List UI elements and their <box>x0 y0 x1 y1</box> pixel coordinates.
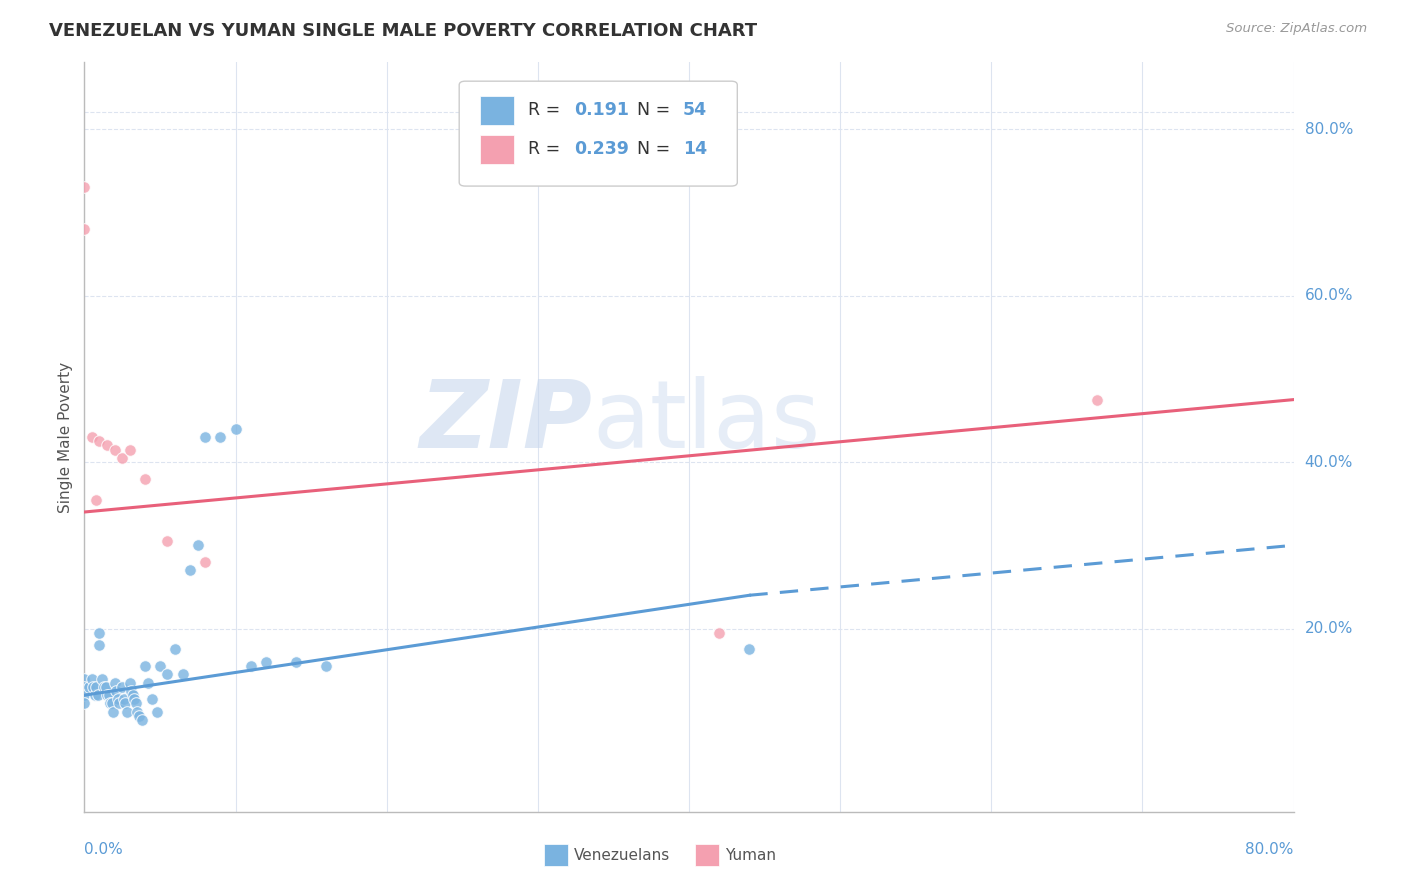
Point <box>239 659 262 673</box>
Point <box>225 422 247 436</box>
Point <box>134 472 156 486</box>
Text: VENEZUELAN VS YUMAN SINGLE MALE POVERTY CORRELATION CHART: VENEZUELAN VS YUMAN SINGLE MALE POVERTY … <box>49 22 758 40</box>
Text: R =: R = <box>529 101 565 119</box>
Point <box>93 680 115 694</box>
Point <box>179 563 201 577</box>
Point <box>101 705 124 719</box>
Point <box>73 180 96 194</box>
Point <box>121 688 143 702</box>
Point <box>122 692 145 706</box>
Point <box>141 692 163 706</box>
Point <box>149 659 172 673</box>
Point <box>91 672 114 686</box>
Point <box>89 625 111 640</box>
Point <box>128 709 150 723</box>
Text: N =: N = <box>637 140 676 158</box>
Text: 54: 54 <box>683 101 707 119</box>
Text: Venezuelans: Venezuelans <box>574 847 671 863</box>
Point <box>80 672 103 686</box>
Point <box>315 659 337 673</box>
Point <box>73 697 96 711</box>
Bar <box>544 844 568 866</box>
Point <box>84 688 107 702</box>
Text: 14: 14 <box>683 140 707 158</box>
Point <box>114 697 136 711</box>
Point <box>194 430 217 444</box>
Point <box>709 625 731 640</box>
Point <box>97 688 120 702</box>
Point <box>100 697 122 711</box>
Point <box>146 705 169 719</box>
Point <box>285 655 308 669</box>
Point <box>111 680 134 694</box>
Text: 0.0%: 0.0% <box>84 842 124 857</box>
Text: 0.239: 0.239 <box>574 140 628 158</box>
Point <box>82 680 104 694</box>
Text: Source: ZipAtlas.com: Source: ZipAtlas.com <box>1226 22 1367 36</box>
Text: ZIP: ZIP <box>419 376 592 468</box>
Point <box>104 442 127 457</box>
Text: 40.0%: 40.0% <box>1305 455 1353 469</box>
Point <box>118 675 141 690</box>
Y-axis label: Single Male Poverty: Single Male Poverty <box>58 361 73 513</box>
Point <box>98 697 121 711</box>
Point <box>73 672 96 686</box>
Point <box>125 697 148 711</box>
FancyBboxPatch shape <box>460 81 737 186</box>
Point <box>73 688 96 702</box>
Point <box>89 638 111 652</box>
Point <box>131 713 153 727</box>
Point <box>104 675 127 690</box>
Point <box>105 684 128 698</box>
Point <box>77 680 100 694</box>
Point <box>187 538 209 552</box>
Point <box>165 642 187 657</box>
Text: 80.0%: 80.0% <box>1305 121 1353 136</box>
Point <box>94 680 117 694</box>
Point <box>156 534 179 549</box>
Point <box>194 555 217 569</box>
Point <box>73 680 96 694</box>
Point <box>120 684 142 698</box>
Point <box>1085 392 1108 407</box>
Text: atlas: atlas <box>592 376 821 468</box>
Point <box>87 688 110 702</box>
Point <box>738 642 761 657</box>
Point <box>73 222 96 236</box>
Point <box>134 659 156 673</box>
Text: R =: R = <box>529 140 565 158</box>
Point <box>96 688 118 702</box>
Point <box>86 492 108 507</box>
Text: 20.0%: 20.0% <box>1305 621 1353 636</box>
Text: 60.0%: 60.0% <box>1305 288 1353 303</box>
Point <box>80 430 103 444</box>
Point <box>89 434 111 449</box>
Bar <box>695 844 720 866</box>
Point <box>156 667 179 681</box>
Text: Yuman: Yuman <box>725 847 776 863</box>
Bar <box>479 135 513 163</box>
Point <box>111 450 134 465</box>
Text: 80.0%: 80.0% <box>1246 842 1294 857</box>
Point <box>115 705 138 719</box>
Point <box>209 430 232 444</box>
Point <box>136 675 159 690</box>
Point <box>108 697 131 711</box>
Point <box>118 442 141 457</box>
Text: N =: N = <box>637 101 676 119</box>
Point <box>96 438 118 452</box>
Point <box>254 655 277 669</box>
Point <box>172 667 194 681</box>
Text: 0.191: 0.191 <box>574 101 628 119</box>
Point <box>107 692 129 706</box>
Bar <box>479 96 513 125</box>
Point <box>112 692 135 706</box>
Point <box>127 705 149 719</box>
Point <box>86 680 108 694</box>
